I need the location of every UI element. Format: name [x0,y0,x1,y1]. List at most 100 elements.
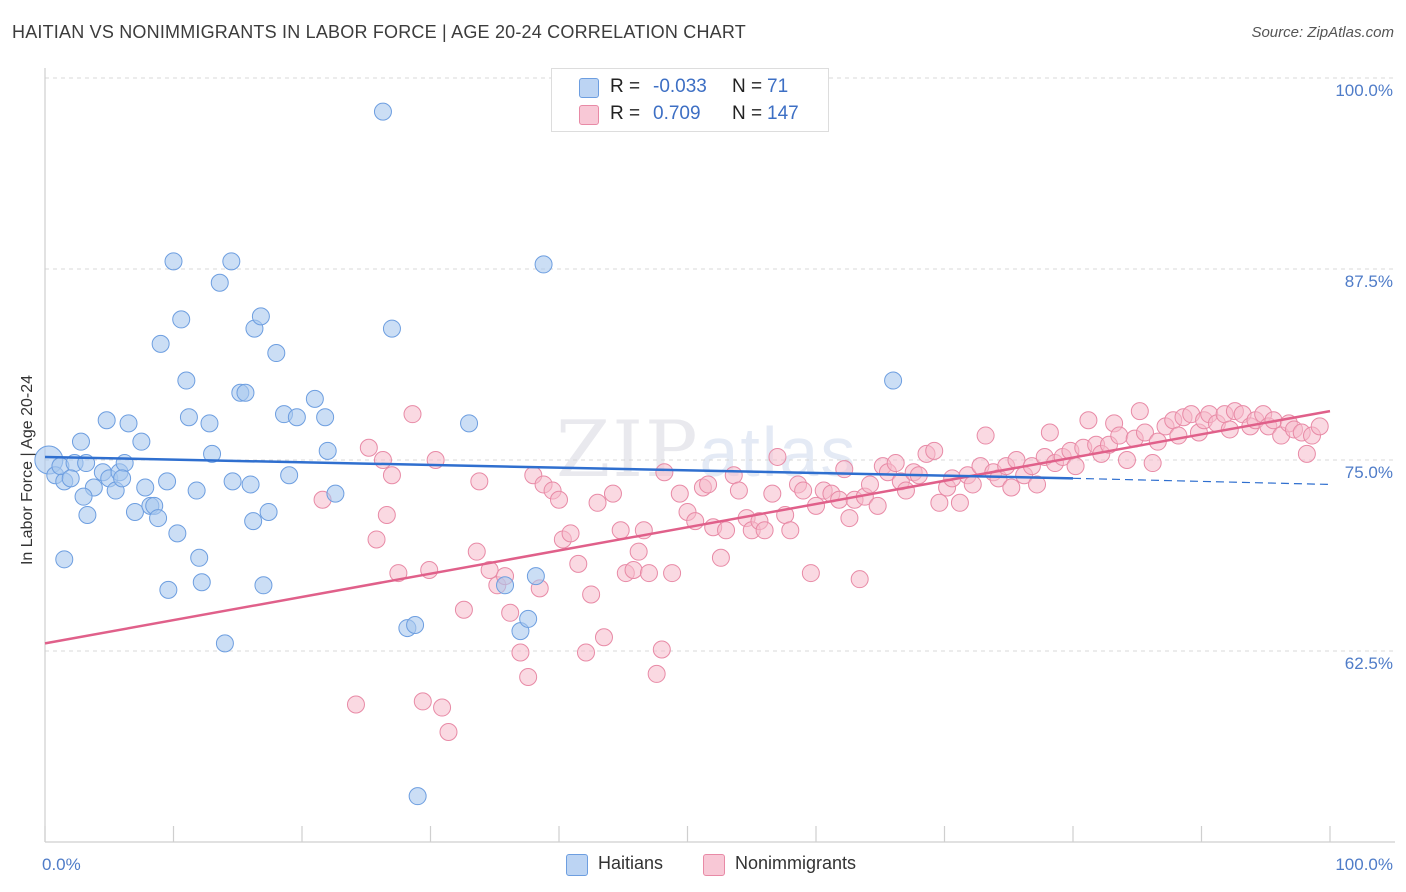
nonimmigrants-point [1169,426,1188,445]
nonimmigrants-point [950,493,969,512]
haitians-point [151,334,170,353]
haitians-point [78,506,97,525]
haitians-point [305,389,324,408]
nonimmigrants-point [850,570,869,589]
nonimmigrants-point [1117,451,1136,469]
nonimmigrants-point [925,441,944,460]
haitians-point [318,441,337,460]
nonimmigrants-point [868,496,887,515]
nonimmigrants-point [346,695,365,714]
nonimmigrants-point [860,475,879,494]
nonimmigrants-point [1040,423,1059,442]
nonimmigrants-point [711,548,730,567]
nonimmigrants-point [639,564,658,583]
haitians-point [287,408,306,427]
haitians-point [460,414,479,433]
y-tick-label: 62.5% [1345,654,1393,673]
legend-label-nonimmigrants: Nonimmigrants [735,853,857,873]
nonimmigrants-point [768,447,787,466]
legend-swatch-blue [579,78,599,98]
nonimmigrants-point [652,640,671,659]
haitians-point [179,408,198,427]
haitians-trend-line [44,455,1074,480]
nonimmigrants-point [359,438,378,457]
nonimmigrants-point [930,493,949,512]
haitians-point [113,469,132,488]
legend-n-value: 71 [767,76,789,97]
nonimmigrants-point [1135,423,1154,442]
nonimmigrants-point [454,600,473,619]
trend-lines [44,409,1331,645]
chart-title: HAITIAN VS NONIMMIGRANTS IN LABOR FORCE … [12,22,746,42]
legend-swatch-pink [703,854,725,876]
haitians-point [222,252,241,271]
haitians-point [259,502,278,521]
nonimmigrants-point [655,463,674,482]
nonimmigrants-point [699,475,718,494]
nonimmigrants-point [550,490,568,509]
nonimmigrants-point [896,481,915,500]
haitians-point [192,573,211,592]
nonimmigrants-point [588,493,607,512]
nonimmigrants-point [794,481,813,500]
haitians-point [406,616,425,635]
haitians-point [244,512,263,531]
y-axis-label: In Labor Force | Age 20-24 [19,374,36,566]
legend-row-haitians: R = -0.033 N = 71 [552,74,828,100]
haitians-point [159,580,178,599]
nonimmigrants-point [582,585,601,604]
nonimmigrants-point [801,564,820,583]
haitians-point [74,487,93,506]
nonimmigrants-point [611,521,630,540]
y-tick-label: 100.0% [1335,81,1393,100]
nonimmigrants-point [576,643,595,662]
nonimmigrants-point [1066,457,1085,476]
source-label: Source: ZipAtlas.com [1251,24,1394,41]
haitians-point [534,255,553,274]
haitians-point [61,469,80,488]
legend-label-haitians: Haitians [598,853,664,873]
nonimmigrants-point [670,484,689,503]
haitians-point [71,432,90,451]
haitians-point [526,567,545,586]
nonimmigrants-point [886,454,905,473]
haitians-point [132,432,151,451]
legend-n-label: N = [732,103,763,124]
haitians-point [267,344,286,363]
nonimmigrants-point [835,460,854,479]
nonimmigrants-point [1297,444,1316,463]
nonimmigrants-point [433,698,452,717]
legend-swatch-blue [566,854,588,876]
watermark-zip: ZIP [556,405,700,495]
haitians-point [382,319,401,338]
haitians-point [177,371,196,390]
haitians-point [55,550,74,569]
x-tick-label-max: 100.0% [1335,855,1393,874]
nonimmigrants-point [377,506,396,525]
legend-n-value: 147 [767,103,799,124]
legend-swatch-pink [579,105,599,125]
nonimmigrants-point [647,664,666,683]
nonimmigrants-point [629,542,648,561]
legend-r-label: R = [610,103,641,124]
nonimmigrants-point [594,628,613,647]
nonimmigrants-point [840,509,859,528]
correlation-legend: R = -0.033 N = 71 R = 0.709 N = 147 [551,68,829,132]
nonimmigrants-point [717,521,736,540]
nonimmigrants-point [1130,402,1149,421]
nonimmigrants-point [976,426,995,445]
y-tick-label: 87.5% [1345,272,1393,291]
haitians-point [190,548,209,567]
haitians-point [149,509,168,528]
haitians-point [97,411,116,430]
haitians-point [115,454,134,473]
legend-row-nonimmigrants: R = 0.709 N = 147 [552,101,828,127]
axes [44,68,1395,843]
haitians-point [884,371,903,390]
nonimmigrants-point [1079,411,1098,430]
nonimmigrants-point [781,521,800,540]
haitians-point [496,576,515,595]
haitians-point [158,472,177,491]
watermark: ZIPatlas [556,405,857,495]
